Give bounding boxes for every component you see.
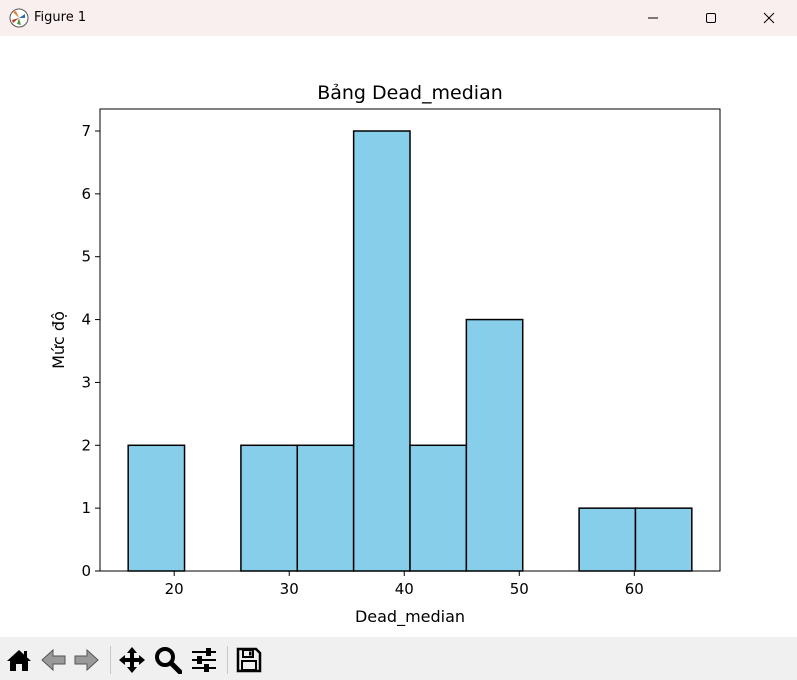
- close-icon: [763, 12, 775, 24]
- histogram-bars: [127, 130, 693, 572]
- toolbar-separator: [227, 646, 228, 674]
- y-axis-ticks: 0 1 2 3 4 5 6 7: [81, 122, 100, 580]
- forward-button[interactable]: [72, 646, 100, 674]
- back-arrow-icon: [41, 648, 66, 672]
- zoom-button[interactable]: [154, 646, 182, 674]
- axes-frame: [99, 108, 721, 572]
- histogram-bar: [296, 444, 355, 572]
- navigation-toolbar: [0, 637, 797, 680]
- y-axis-label: Mức độ: [49, 311, 68, 369]
- x-axis-label: Dead_median: [355, 607, 465, 627]
- x-tick-label: 40: [395, 580, 414, 598]
- histogram-bar: [352, 130, 411, 572]
- x-tick-label: 60: [625, 580, 644, 598]
- toolbar-separator: [110, 646, 111, 674]
- x-tick-label: 30: [280, 580, 299, 598]
- y-tick-label: 3: [81, 373, 91, 391]
- pan-button[interactable]: [118, 646, 146, 674]
- maximize-button[interactable]: [688, 0, 734, 36]
- y-tick-label: 5: [81, 248, 91, 266]
- home-icon: [7, 650, 31, 671]
- window-title: Figure 1: [34, 10, 87, 25]
- y-tick-label: 6: [81, 185, 91, 203]
- forward-arrow-icon: [74, 648, 99, 672]
- configure-subplots-icon: [192, 648, 216, 672]
- x-axis-ticks: 20 30 40 50 60: [165, 571, 644, 598]
- y-tick-label: 4: [81, 311, 91, 329]
- histogram-bar: [240, 444, 299, 572]
- save-floppy-icon: [236, 647, 262, 673]
- histogram-chart: Bảng Dead_median 20 30 40 50 60 0 1 2 3 4 5 6 7 Dea…: [49, 82, 721, 627]
- y-tick-label: 2: [81, 436, 91, 454]
- x-tick-label: 20: [165, 580, 184, 598]
- home-button[interactable]: [5, 646, 33, 674]
- configure-subplots-button[interactable]: [190, 646, 218, 674]
- pan-move-icon: [119, 647, 145, 673]
- back-button[interactable]: [40, 646, 68, 674]
- minimize-icon: [648, 17, 658, 19]
- chart-title: Bảng Dead_median: [317, 82, 503, 104]
- maximize-icon: [706, 13, 716, 23]
- histogram-bar: [465, 318, 524, 572]
- close-button[interactable]: [746, 0, 792, 36]
- histogram-bar: [634, 507, 693, 572]
- save-button[interactable]: [235, 646, 263, 674]
- histogram-bar: [409, 444, 468, 572]
- histogram-bar: [127, 444, 186, 572]
- y-tick-label: 0: [81, 562, 91, 580]
- histogram-bar: [578, 507, 637, 572]
- y-tick-label: 1: [81, 499, 91, 517]
- zoom-magnifier-icon: [155, 647, 182, 674]
- matplotlib-figure-icon: [9, 8, 29, 28]
- minimize-button[interactable]: [630, 0, 676, 36]
- window-titlebar: Figure 1: [0, 0, 797, 36]
- y-tick-label: 7: [81, 122, 91, 140]
- x-tick-label: 50: [510, 580, 529, 598]
